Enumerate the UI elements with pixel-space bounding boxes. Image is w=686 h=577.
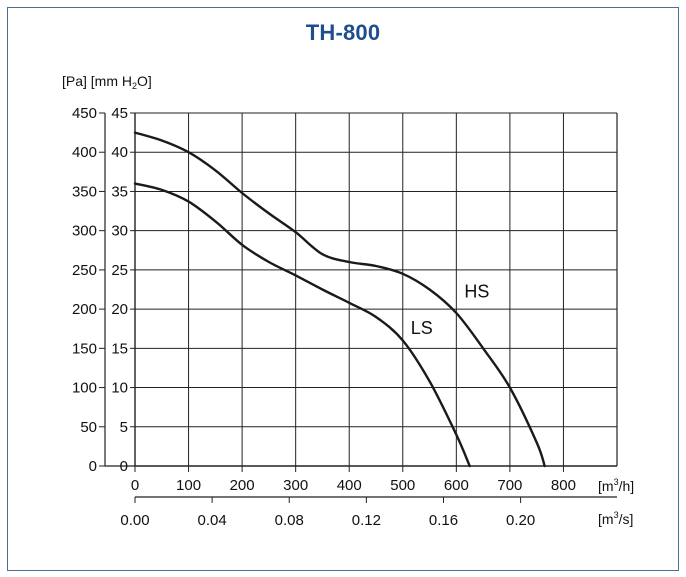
y-tick-label-pa: 300 bbox=[72, 223, 97, 240]
y-tick-label-mmh2o: 0 bbox=[120, 458, 128, 475]
grid-lines bbox=[134, 112, 618, 467]
chart-series bbox=[133, 131, 546, 468]
x-tick-label-m3s: 0.20 bbox=[506, 512, 535, 529]
series-label-hs: HS bbox=[464, 281, 489, 301]
y-tick-label-mmh2o: 25 bbox=[111, 262, 128, 279]
y-tick-label-mmh2o: 15 bbox=[111, 340, 128, 357]
x-tick-label-m3h: 200 bbox=[230, 477, 255, 494]
series-line-hs bbox=[133, 131, 546, 468]
y-tick-label-pa: 0 bbox=[89, 458, 97, 475]
chart-ticks: 0501001502002503003504004500510152025303… bbox=[72, 105, 576, 529]
y-tick-label-mmh2o: 45 bbox=[111, 105, 128, 122]
y-tick-label-mmh2o: 10 bbox=[111, 380, 128, 397]
x-axis-unit-m3h: [m3/h] bbox=[598, 477, 634, 494]
y-tick-label-pa: 250 bbox=[72, 262, 97, 279]
y-tick-label-mmh2o: 30 bbox=[111, 223, 128, 240]
y-tick-label-pa: 400 bbox=[72, 144, 97, 161]
y-axis-unit-label: [Pa] [mm H2O] bbox=[62, 73, 152, 91]
y-tick-label-mmh2o: 5 bbox=[120, 419, 128, 436]
y-tick-label-pa: 150 bbox=[72, 340, 97, 357]
chart-labels: [Pa] [mm H2O] [m3/h] [m3/s] HS LS bbox=[62, 73, 634, 527]
chart-title: TH-800 bbox=[305, 20, 381, 45]
x-tick-label-m3h: 100 bbox=[176, 477, 201, 494]
y-tick-label-mmh2o: 40 bbox=[111, 144, 128, 161]
y-tick-label-pa: 350 bbox=[72, 183, 97, 200]
x-tick-label-m3s: 0.12 bbox=[352, 512, 381, 529]
y-tick-label-pa: 200 bbox=[72, 301, 97, 318]
x-tick-label-m3s: 0.16 bbox=[429, 512, 458, 529]
chart-frame bbox=[7, 7, 679, 571]
x-tick-label-m3h: 300 bbox=[283, 477, 308, 494]
y-tick-label-pa: 50 bbox=[80, 419, 97, 436]
y-tick-label-mmh2o: 35 bbox=[111, 183, 128, 200]
y-tick-label-pa: 450 bbox=[72, 105, 97, 122]
x-tick-label-m3h: 0 bbox=[131, 477, 139, 494]
x-tick-label-m3h: 400 bbox=[337, 477, 362, 494]
series-label-ls: LS bbox=[411, 318, 433, 338]
x-tick-label-m3s: 0.04 bbox=[198, 512, 227, 529]
x-tick-label-m3s: 0.08 bbox=[275, 512, 304, 529]
x-tick-label-m3h: 800 bbox=[551, 477, 576, 494]
x-tick-label-m3h: 600 bbox=[444, 477, 469, 494]
chart-axes bbox=[104, 113, 617, 498]
x-tick-label-m3h: 500 bbox=[390, 477, 415, 494]
x-axis-unit-m3s: [m3/s] bbox=[598, 510, 633, 527]
x-tick-label-m3s: 0.00 bbox=[120, 512, 149, 529]
y-tick-label-pa: 100 bbox=[72, 380, 97, 397]
x-tick-label-m3h: 700 bbox=[497, 477, 522, 494]
series-line-ls bbox=[133, 182, 471, 468]
y-tick-label-mmh2o: 20 bbox=[111, 301, 128, 318]
